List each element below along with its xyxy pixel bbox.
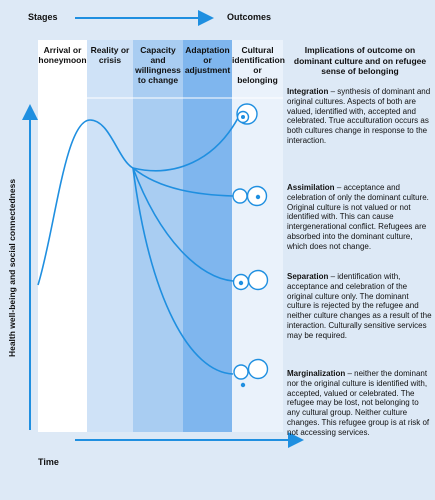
main-curve: [37, 119, 134, 286]
column-header: Capacity and willingness to change: [135, 45, 181, 85]
outcome-term: Integration: [287, 87, 329, 96]
stages-label: Stages: [28, 12, 58, 22]
outcome: Separation – identification with, accept…: [287, 272, 433, 341]
icon-circle: [232, 188, 248, 204]
icon-dot: [238, 280, 244, 286]
outcome-term: Marginalization: [287, 369, 346, 378]
icon-circle: [233, 364, 249, 380]
integration-curve: [132, 117, 239, 172]
icon-dots: [238, 115, 261, 388]
outcomes-label: Outcomes: [227, 12, 272, 22]
assimilation-curve: [132, 167, 234, 197]
column-header: Arrival or honeymoon: [38, 45, 87, 65]
outcome: Assimilation – acceptance and celebratio…: [287, 183, 433, 252]
outcome-description: – neither the dominant nor the original …: [287, 369, 430, 437]
column-arrival: [38, 40, 87, 432]
implications-header: Implications of outcome on dominant cult…: [293, 45, 427, 76]
curves: [37, 117, 239, 375]
icon-dot: [241, 115, 245, 119]
column-adaptation: [183, 40, 232, 432]
outcome: Marginalization – neither the dominant n…: [287, 369, 433, 438]
column-reality: [87, 40, 133, 432]
x-axis-label: Time: [38, 457, 59, 467]
icon-circle: [247, 269, 269, 291]
outcome-term: Separation: [287, 272, 329, 281]
outcome: Integration – synthesis of dominant and …: [287, 87, 433, 146]
marginalization-curve: [132, 167, 234, 375]
icon-dot: [240, 382, 246, 388]
separation-curve: [132, 167, 234, 282]
outcome-description: – acceptance and celebration of only the…: [287, 183, 429, 251]
column-capacity: [133, 40, 183, 432]
outcome-description: – identification with, acceptance and ce…: [287, 272, 432, 340]
column-header: Cultural identification or belonging: [232, 45, 285, 85]
outcome-term: Assimilation: [287, 183, 335, 192]
column-header: Adaptation or adjustment: [184, 45, 231, 75]
outcome-description: – synthesis of dominant and original cul…: [287, 87, 431, 145]
icon-circle: [247, 358, 269, 380]
icon-dot: [255, 194, 261, 200]
y-axis-label: Health well-being and social connectedne…: [7, 179, 17, 357]
column-header: Reality or crisis: [90, 45, 130, 65]
outcome-icons: [232, 103, 269, 380]
